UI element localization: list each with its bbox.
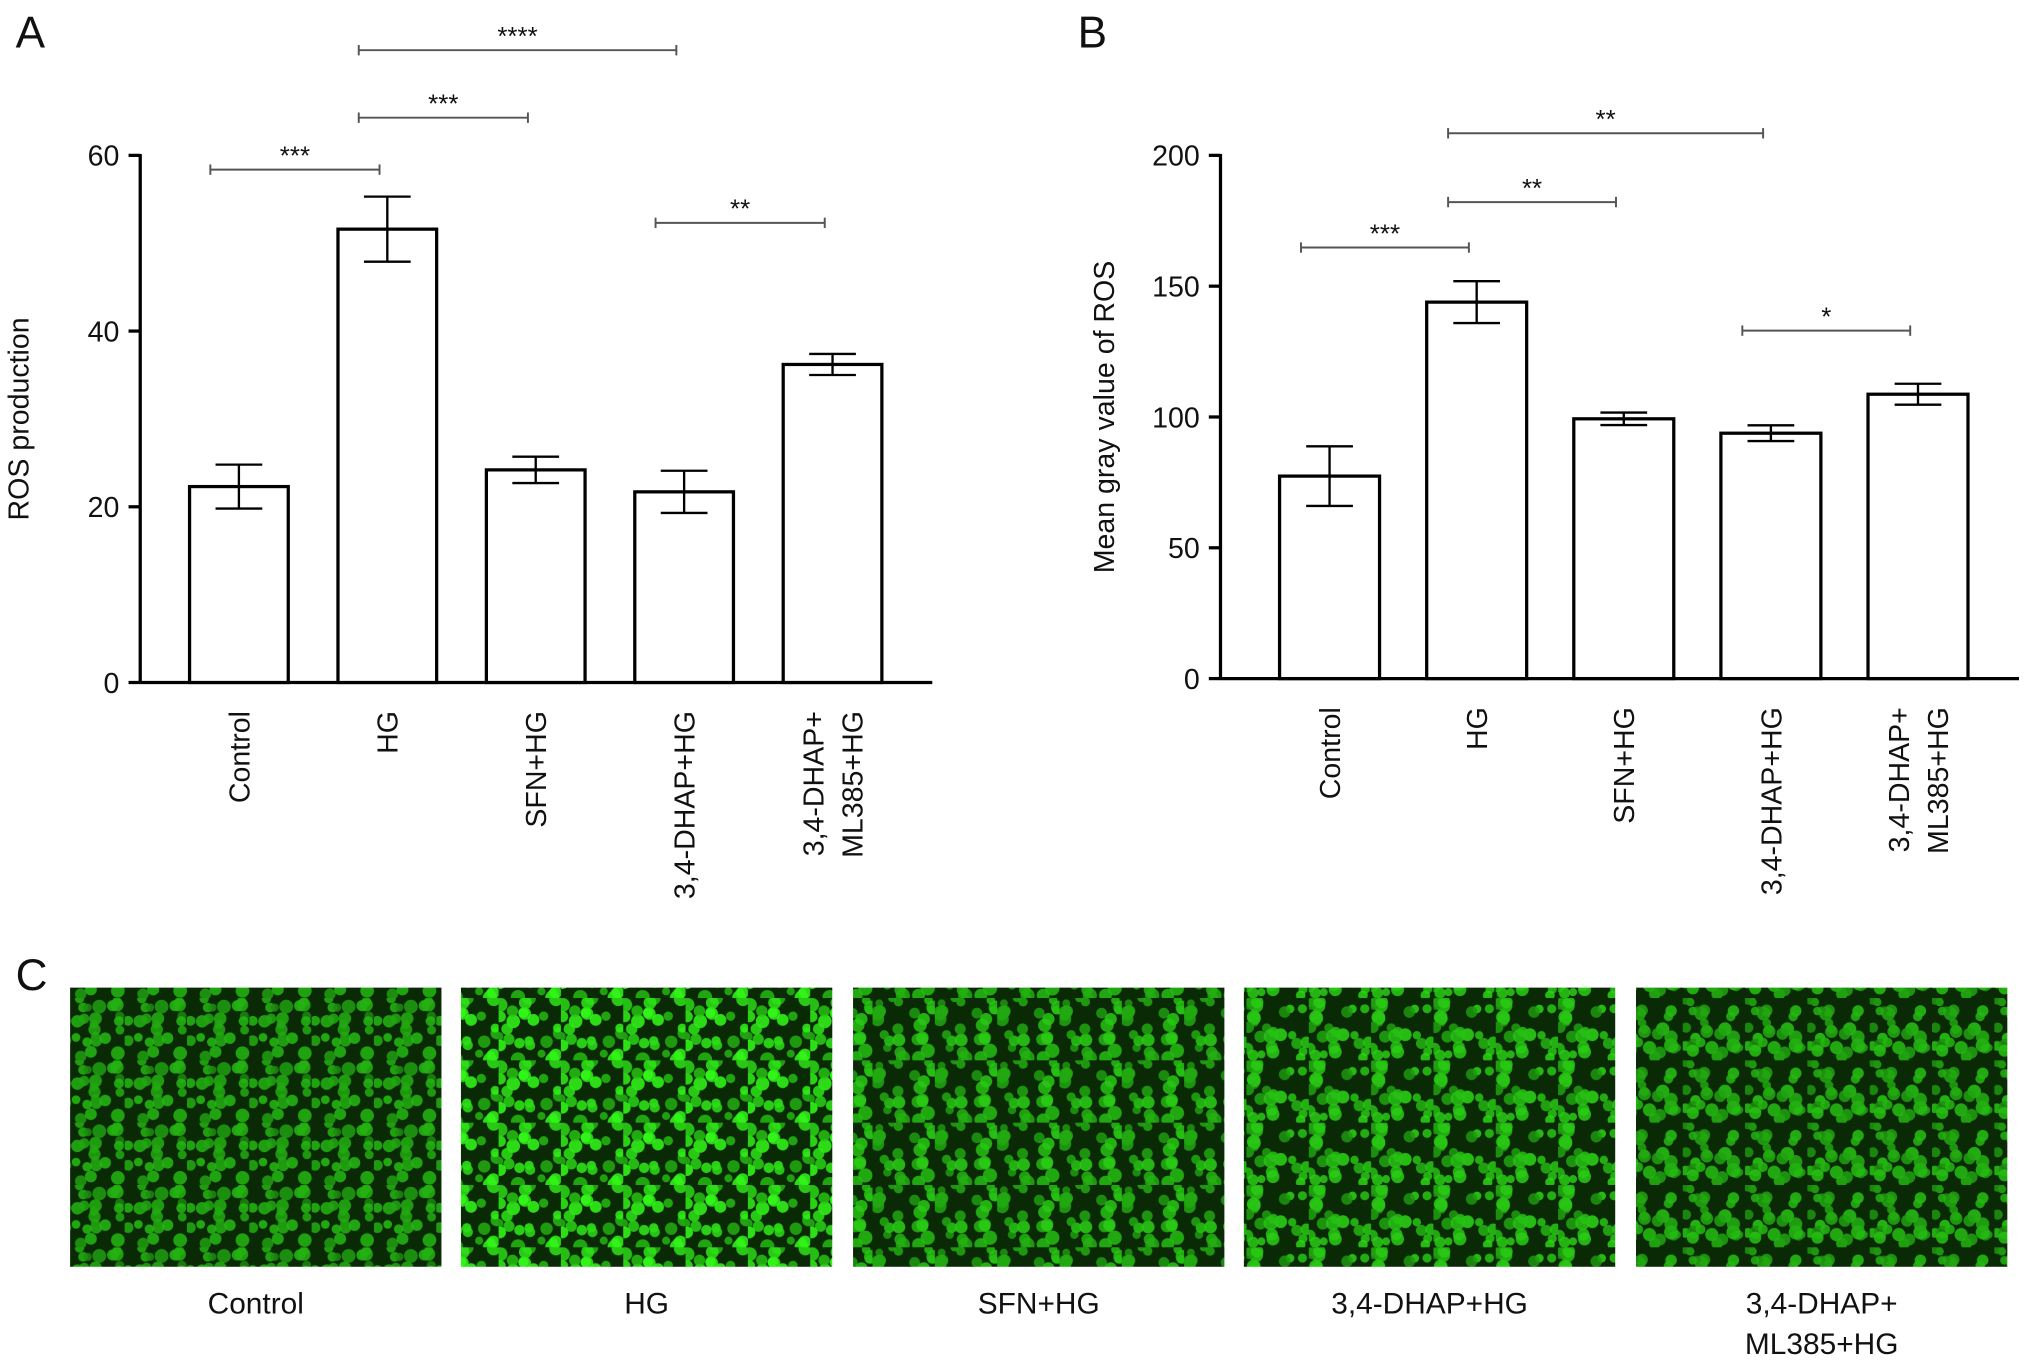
image-label: HG [624,1288,669,1321]
bar [187,484,290,685]
micrograph [70,987,442,1267]
panel-label: C [16,951,48,1000]
y-tick-label: 0 [1184,664,1200,696]
micrograph [1635,987,2008,1267]
y-tick-label: 200 [1152,141,1200,173]
bar [484,468,587,685]
y-tick-label: 40 [88,316,120,348]
bar [781,362,884,685]
image-label: Control [208,1288,304,1321]
x-tick-label: SFN+HG [521,711,553,828]
image-label: SFN+HG [978,1288,1100,1321]
x-tick-label: Control [224,711,256,803]
significance-label: **** [497,21,537,51]
bar [633,490,736,685]
y-axis-title: ROS production [4,317,36,520]
y-tick-label: 20 [88,492,120,524]
bar [1572,417,1676,681]
significance-label: ** [730,194,750,224]
significance-label: ** [1596,104,1616,134]
x-tick-label: SFN+HG [1609,707,1641,824]
x-tick-label: Control [1315,707,1347,799]
micrograph [1243,987,1616,1267]
significance-label: *** [1370,218,1400,248]
panel-label: A [16,9,46,58]
y-tick-label: 100 [1152,402,1200,434]
x-tick-label: HG [1462,707,1494,750]
micrograph [460,987,833,1267]
x-tick-label: 3,4-DHAP+ ML385+HG [798,711,869,858]
significance-label: *** [280,140,310,170]
x-tick-label: 3,4-DHAP+HG [1756,707,1788,895]
y-tick-label: 0 [104,668,120,700]
bar [336,227,439,685]
y-tick-label: 150 [1152,272,1200,304]
y-tick-label: 60 [88,141,120,173]
bar [1719,431,1823,681]
significance-label: ** [1522,173,1542,203]
bar [1425,300,1529,681]
image-label: 3,4-DHAP+ ML385+HG [1745,1288,1899,1361]
x-tick-label: 3,4-DHAP+HG [670,711,702,899]
panel-label: B [1078,9,1107,58]
micrograph [853,987,1225,1267]
significance-label: * [1821,301,1831,331]
x-tick-label: HG [373,711,405,754]
bar [1866,392,1970,681]
y-tick-label: 50 [1168,533,1200,565]
significance-label: *** [428,89,458,119]
x-tick-label: 3,4-DHAP+ ML385+HG [1884,707,1955,854]
y-axis-title: Mean gray value of ROS [1089,261,1121,574]
bar [1277,474,1382,681]
image-label: 3,4-DHAP+HG [1331,1288,1528,1321]
